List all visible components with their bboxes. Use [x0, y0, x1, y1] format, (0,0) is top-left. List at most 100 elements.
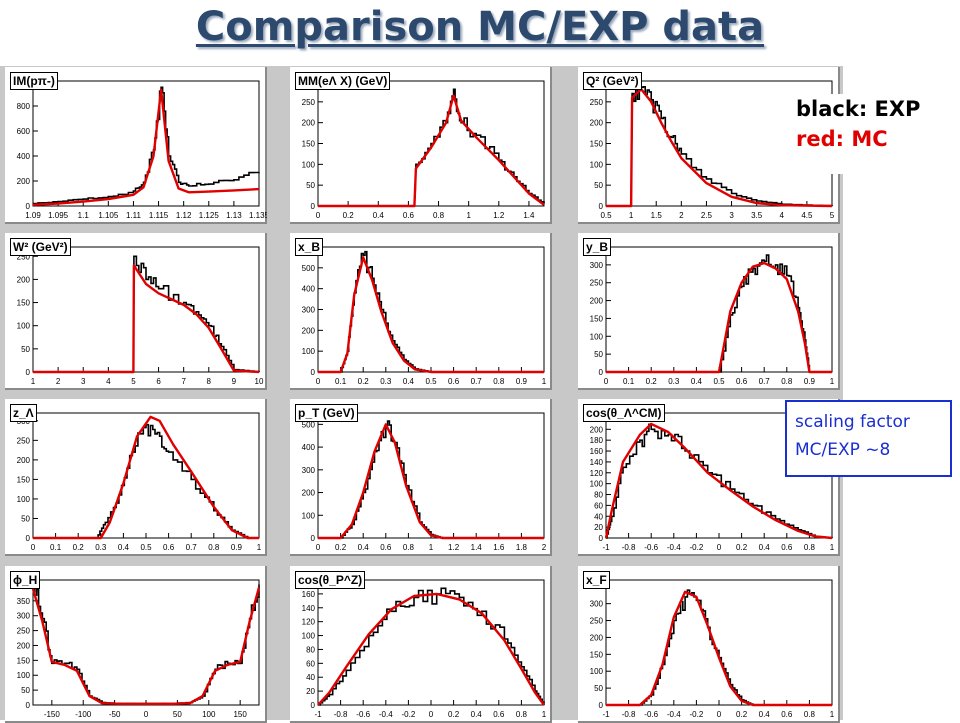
x-tick-label: 0.4 [403, 377, 415, 386]
y-tick-label: 250 [17, 436, 31, 445]
y-tick-label: 300 [302, 466, 316, 475]
plot-frame [605, 579, 833, 706]
panel-label-xb: x_B [295, 238, 324, 256]
x-tick-label: 1.6 [493, 543, 505, 552]
color-legend: black: EXP red: MC [796, 94, 946, 174]
x-tick-label: 0.2 [448, 710, 460, 719]
y-tick-label: 250 [590, 617, 604, 626]
x-tick-label: 0.4 [759, 543, 771, 552]
y-tick-label: 200 [17, 275, 31, 284]
mc-series [317, 592, 545, 706]
y-tick-label: 200 [302, 326, 316, 335]
y-tick-label: 100 [590, 332, 604, 341]
x-tick-label: -50 [109, 710, 121, 719]
x-tick-label: 0.4 [759, 710, 771, 719]
x-tick-label: 0.6 [163, 543, 175, 552]
mc-series [31, 587, 261, 705]
x-tick-label: 0.6 [493, 710, 505, 719]
y-tick-label: 0 [599, 701, 604, 710]
y-tick-label: 0 [311, 701, 316, 710]
mc-series [318, 94, 545, 208]
y-tick-label: 100 [17, 495, 31, 504]
y-tick-label: 150 [590, 314, 604, 323]
panel-label-q2: Q² (GeV²) [583, 72, 642, 90]
mc-series [606, 261, 832, 374]
y-tick-label: 150 [17, 656, 31, 665]
panel-label-pt: p_T (GeV) [295, 404, 358, 422]
y-tick-label: 300 [17, 612, 31, 621]
y-tick-label: 200 [590, 119, 604, 128]
mc-series [606, 88, 833, 208]
x-tick-label: 8 [207, 377, 212, 386]
x-tick-label: 4.5 [801, 211, 813, 220]
x-tick-label: 0.4 [471, 710, 483, 719]
y-tick-label: 50 [306, 181, 315, 190]
exp-series [33, 86, 260, 205]
panel-im: IM(pπ-) 1.09 1.095 1.1 1.105 1.11 1.115 1.12 1.1… [5, 67, 267, 224]
mc-series [33, 264, 260, 374]
x-tick-label: -0.4 [379, 710, 393, 719]
y-tick-label: 0 [599, 202, 604, 211]
x-tick-label: -0.6 [644, 710, 658, 719]
y-tick-label: 50 [594, 181, 603, 190]
y-tick-label: 80 [594, 491, 603, 500]
y-tick-label: 100 [302, 632, 316, 641]
panel-label-im: IM(pπ-) [10, 72, 58, 90]
x-tick-label: 1.09 [25, 211, 41, 220]
y-tick-label: 0 [26, 368, 31, 377]
y-tick-label: 100 [17, 322, 31, 331]
x-tick-label: 0.2 [358, 377, 370, 386]
exp-series [33, 584, 260, 705]
x-tick-label: 1 [830, 377, 835, 386]
y-tick-label: 0 [26, 534, 31, 543]
exp-series [318, 420, 544, 539]
y-tick-label: 250 [590, 98, 604, 107]
y-tick-label: 200 [17, 641, 31, 650]
panel-phi: ϕ_H -150 -100 -50 0 50 100 150 0 50 100 150 200 250 30… [5, 566, 267, 723]
y-tick-label: 40 [594, 512, 603, 521]
x-tick-label: 0.8 [493, 377, 505, 386]
histogram-im: 1.09 1.095 1.1 1.105 1.11 1.115 1.12 1.125 1.13 1… [17, 80, 267, 220]
x-tick-label: 1.135 [249, 211, 267, 220]
y-tick-label: 200 [17, 177, 31, 186]
panel-pt: p_T (GeV) 0 0.2 0.4 0.6 0.8 1 1.2 1.4 1.6 1.8 2 0 100… [290, 399, 552, 556]
x-tick-label: 10 [255, 377, 264, 386]
plot-frame [32, 80, 260, 207]
x-tick-label: -100 [75, 710, 92, 719]
histogram-mm: 0 0.2 0.4 0.6 0.8 1 1.2 1.4 0 50 100 150 200 250 [302, 80, 545, 220]
note-line1: scaling factor [795, 412, 910, 432]
y-tick-label: 100 [17, 671, 31, 680]
x-tick-label: 0.4 [118, 543, 130, 552]
x-tick-label: -0.4 [667, 710, 681, 719]
mc-series [606, 590, 832, 707]
x-tick-label: 0.1 [335, 377, 347, 386]
x-tick-label: 0.6 [380, 543, 392, 552]
x-tick-label: 0.8 [781, 377, 793, 386]
y-tick-label: 100 [590, 480, 604, 489]
panel-label-mm: MM(eΛ X) (GeV) [295, 72, 391, 90]
legend-exp: black: EXP [796, 97, 921, 121]
x-tick-label: -0.4 [667, 543, 681, 552]
slide-title: Comparison MC/EXP data [195, 4, 765, 50]
y-tick-label: 160 [590, 447, 604, 456]
histogram-yb: 0 0.1 0.2 0.3 0.4 0.5 0.6 0.7 0.8 0.9 1 0 50 100 150 20… [590, 246, 835, 386]
panel-label-cos_cm: cos(θ_Λ^CM) [583, 404, 665, 422]
x-tick-label: -1 [602, 710, 610, 719]
x-tick-label: 0.4 [691, 377, 703, 386]
y-tick-label: 0 [599, 368, 604, 377]
x-tick-label: 0.2 [73, 543, 85, 552]
x-tick-label: 0.7 [471, 377, 483, 386]
x-tick-label: 1.2 [448, 543, 460, 552]
x-tick-label: 3 [81, 377, 86, 386]
x-tick-label: 0.6 [736, 377, 748, 386]
y-tick-label: 150 [590, 650, 604, 659]
x-tick-label: 1.1 [78, 211, 90, 220]
y-tick-label: 0 [311, 202, 316, 211]
mc-series [32, 88, 260, 206]
x-tick-label: -0.8 [622, 710, 636, 719]
panel-yb: y_B 0 0.1 0.2 0.3 0.4 0.5 0.6 0.7 0.8 0.9 1 0 50 100 15… [578, 233, 840, 390]
histogram-xb: 0 0.1 0.2 0.3 0.4 0.5 0.6 0.7 0.8 0.9 1 0 100 200 300 4… [302, 246, 547, 386]
y-tick-label: 180 [590, 436, 604, 445]
x-tick-label: 1 [542, 377, 547, 386]
